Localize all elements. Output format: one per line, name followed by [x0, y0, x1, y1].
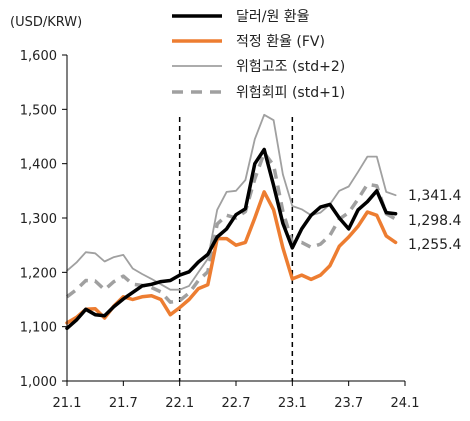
x-tick-label: 23.1 — [278, 396, 307, 411]
reference-lines — [178, 117, 294, 381]
y-tick-label: 1,500 — [20, 103, 57, 118]
y-tick-label: 1,600 — [20, 49, 57, 64]
series-layer — [65, 113, 398, 331]
y-axis-unit-label: (USD/KRW) — [10, 15, 82, 30]
y-tick-label: 1,100 — [20, 321, 57, 336]
y-tick-label: 1,000 — [20, 375, 57, 390]
x-tick-label: 21.1 — [53, 396, 82, 411]
x-tick-label: 21.7 — [109, 396, 138, 411]
series-line-0 — [65, 147, 398, 331]
x-tick-label: 23.7 — [334, 396, 363, 411]
legend-label-2: 위험고조 (std+2) — [236, 59, 345, 75]
x-tick-label: 22.1 — [165, 396, 194, 411]
series-line-2 — [66, 113, 397, 291]
y-tick-label: 1,400 — [20, 158, 57, 173]
x-tick-label: 24.1 — [391, 396, 420, 411]
end-value-label-0: 1,341.4 — [408, 188, 462, 204]
y-tick-label: 1,200 — [20, 266, 57, 281]
legend-label-3: 위험회피 (std+1) — [236, 85, 345, 101]
y-tick-label: 1,300 — [20, 212, 57, 227]
legend-label-1: 적정 환율 (FV) — [236, 34, 325, 50]
x-tick-label: 22.7 — [222, 396, 251, 411]
end-value-label-2: 1,255.4 — [408, 237, 462, 253]
axes: 1,000 1,100 1,200 1,300 1,400 1,500 1,600 21.1 2… — [20, 49, 420, 411]
end-value-labels: 1,341.4 1,298.4 1,255.4 — [408, 188, 462, 253]
end-value-label-1: 1,298.4 — [408, 213, 462, 229]
legend-label-0: 달러/원 환율 — [236, 9, 310, 25]
